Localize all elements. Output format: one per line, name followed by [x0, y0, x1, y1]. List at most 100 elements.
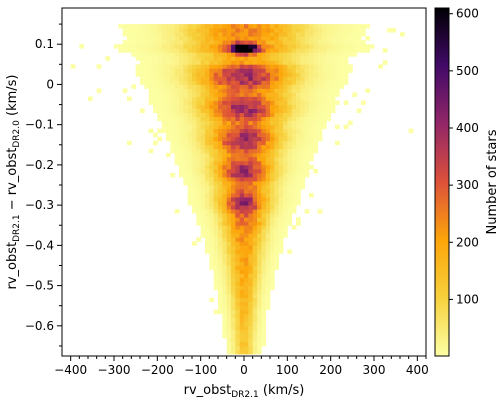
heatmap-cell [239, 245, 245, 250]
heatmap-cell [222, 28, 228, 33]
heatmap-cell [226, 48, 232, 53]
heatmap-cell [343, 56, 349, 61]
heatmap-cell [187, 100, 193, 105]
heatmap-cell [274, 28, 280, 33]
heatmap-cell [235, 313, 241, 319]
heatmap-cell [257, 325, 262, 331]
heatmap-cell [291, 68, 297, 73]
heatmap-cell [226, 345, 232, 351]
heatmap-cell [283, 64, 288, 69]
heatmap-cell [170, 124, 176, 130]
heatmap-cell [274, 152, 280, 158]
heatmap-cell [317, 128, 323, 134]
heatmap-cell [144, 24, 150, 29]
heatmap-cell [183, 60, 189, 65]
heatmap-cell [187, 136, 193, 142]
heatmap-cell [218, 108, 223, 114]
heatmap-cell [218, 185, 223, 190]
heatmap-cell [257, 221, 262, 226]
heatmap-cell [196, 205, 202, 210]
heatmap-cell [205, 100, 210, 105]
heatmap-cell [326, 104, 332, 109]
heatmap-cell [257, 96, 262, 101]
heatmap-cell [174, 160, 180, 166]
heatmap-cell [239, 160, 245, 166]
heatmap-cell [300, 124, 306, 130]
heatmap-cell [257, 193, 262, 198]
colorbar-label: Number of stars [485, 129, 500, 234]
heatmap-cell [235, 221, 241, 226]
heatmap-cell [252, 305, 258, 311]
heatmap-cell [287, 176, 293, 182]
heatmap-cell [261, 233, 267, 238]
heatmap-cell [291, 96, 297, 101]
heatmap-cell [335, 92, 340, 97]
heatmap-cell [213, 205, 219, 210]
heatmap-cell [304, 140, 310, 146]
heatmap-cell [252, 345, 258, 351]
heatmap-cell [287, 48, 293, 53]
heatmap-cell [174, 40, 180, 45]
heatmap-cell [187, 168, 193, 174]
heatmap-cell [296, 120, 301, 126]
heatmap-cell [148, 128, 154, 134]
heatmap-cell [222, 48, 228, 53]
heatmap-cell [166, 32, 171, 37]
heatmap-cell [226, 229, 232, 234]
heatmap-cell [291, 48, 297, 53]
heatmap-cell [278, 140, 284, 146]
heatmap-cell [252, 176, 258, 182]
heatmap-cell [226, 289, 232, 295]
heatmap-cell [239, 100, 245, 105]
heatmap-cell [252, 293, 258, 299]
heatmap-cell [330, 24, 336, 29]
heatmap-cell [179, 168, 184, 174]
heatmap-cell [187, 92, 193, 97]
heatmap-cell [287, 72, 293, 77]
heatmap-cell [239, 337, 245, 343]
heatmap-cell [218, 205, 223, 210]
heatmap-cell [300, 88, 306, 93]
heatmap-cell [183, 36, 189, 41]
heatmap-cell [248, 285, 254, 291]
heatmap-cell [183, 156, 189, 162]
heatmap-cell [291, 172, 297, 178]
heatmap-cell [261, 120, 267, 126]
heatmap-cell [291, 80, 297, 85]
heatmap-cell [196, 213, 202, 218]
heatmap-cell [317, 60, 323, 65]
heatmap-cell [287, 96, 293, 101]
heatmap-cell [209, 185, 215, 190]
heatmap-cell [218, 128, 223, 134]
heatmap-cell [209, 76, 215, 81]
heatmap-cell [313, 64, 319, 69]
heatmap-cell [335, 84, 340, 89]
heatmap-cell [239, 144, 245, 150]
heatmap-cell [226, 309, 232, 315]
heatmap-cell [179, 36, 184, 41]
heatmap-cell [235, 128, 241, 134]
heatmap-cell [317, 209, 323, 214]
heatmap-cell [278, 189, 284, 194]
heatmap-cell [270, 40, 275, 45]
heatmap-cell [213, 108, 219, 114]
heatmap-cell [213, 245, 219, 250]
heatmap-cell [222, 104, 228, 109]
heatmap-cell [348, 40, 353, 45]
heatmap-cell [205, 205, 210, 210]
heatmap-cell [309, 44, 314, 49]
heatmap-cell [248, 120, 254, 126]
heatmap-cell [218, 285, 223, 291]
heatmap-cell [265, 116, 271, 122]
heatmap-cell [127, 140, 132, 146]
heatmap-cell [213, 32, 219, 37]
heatmap-cell [209, 148, 215, 154]
heatmap-cell [226, 237, 232, 242]
heatmap-cell [166, 128, 171, 134]
heatmap-cell [274, 176, 280, 182]
x-tick-label: −200 [141, 363, 174, 377]
heatmap-cell [179, 40, 184, 45]
heatmap-cell [261, 148, 267, 154]
heatmap-cell [326, 72, 332, 77]
heatmap-cell [166, 84, 171, 89]
